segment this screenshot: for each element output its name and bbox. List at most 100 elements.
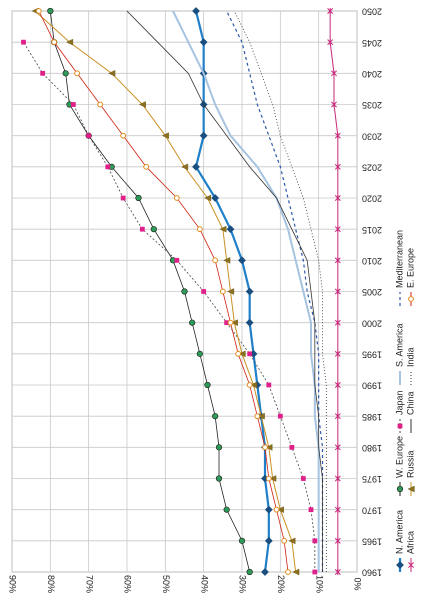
- legend-label: N. America: [394, 510, 404, 554]
- data-point-n-america: [245, 318, 254, 327]
- legend-label: Africa: [405, 531, 415, 554]
- data-point-africa: [331, 101, 337, 108]
- legend-item-n-america: N. America: [394, 510, 404, 572]
- y-tick-label: 90%: [8, 575, 18, 593]
- data-point-russia: [223, 257, 231, 264]
- legend-item-africa: Africa: [405, 531, 415, 572]
- data-point-russia: [250, 381, 258, 389]
- data-point-w-europe: [246, 568, 253, 576]
- data-point-africa: [334, 569, 341, 575]
- x-tick-label: 2045: [362, 38, 382, 48]
- series-line-s-america: [172, 10, 320, 572]
- plot-area: 1960 1965 1970 1975 1980 1985 1990 1995 2000 2005…: [8, 7, 382, 593]
- data-point-africa: [334, 382, 341, 388]
- legend-label: W. Europe: [394, 436, 404, 478]
- data-point-russia: [161, 132, 169, 139]
- legend: N. America W. Europe Japan S. America Medite…: [394, 230, 415, 572]
- data-point-africa: [334, 195, 341, 201]
- series-line-mediterranean: [226, 10, 324, 572]
- data-point-w-europe: [238, 537, 246, 544]
- data-point-africa: [334, 444, 341, 451]
- x-tick-label: 2035: [362, 100, 382, 110]
- data-point-japan: [266, 382, 272, 388]
- data-point-japan: [201, 289, 207, 294]
- legend-marker: [396, 485, 404, 493]
- data-point-japan: [70, 102, 76, 107]
- data-point-japan: [86, 133, 92, 139]
- legend-item-china: China: [405, 391, 415, 433]
- legend-marker: [408, 296, 414, 302]
- legend-label: Russia: [405, 450, 415, 478]
- legend-marker: [407, 485, 415, 493]
- legend-item-mediterranean: Mediterranean: [394, 230, 404, 306]
- data-point-e-europe: [74, 70, 81, 77]
- data-point-russia: [288, 537, 296, 545]
- data-point-e-europe: [143, 163, 150, 170]
- data-point-w-europe: [196, 350, 203, 357]
- data-point-n-america: [192, 162, 200, 171]
- legend-label: S. America: [394, 323, 404, 367]
- data-point-russia: [230, 319, 238, 326]
- data-point-africa: [334, 475, 341, 482]
- data-point-e-europe: [97, 101, 104, 108]
- data-point-japan: [247, 351, 253, 357]
- data-point-e-europe: [285, 569, 291, 575]
- legend-label: India: [405, 347, 415, 367]
- data-point-africa: [334, 506, 341, 513]
- data-point-africa: [331, 70, 337, 77]
- x-tick-label: 1980: [362, 443, 382, 453]
- data-point-japan: [312, 538, 318, 544]
- x-tick-label: 2040: [362, 69, 382, 79]
- data-point-japan: [308, 507, 314, 513]
- data-point-w-europe: [223, 506, 230, 513]
- x-tick-label: 2005: [362, 287, 382, 297]
- x-tick-label: 1975: [362, 474, 382, 484]
- data-point-africa: [327, 8, 334, 14]
- legend-label: Mediterranean: [394, 230, 404, 288]
- data-point-africa: [327, 39, 334, 46]
- data-point-russia: [204, 194, 212, 202]
- data-point-japan: [289, 444, 295, 450]
- data-point-japan: [120, 195, 126, 201]
- data-point-n-america: [211, 194, 220, 202]
- x-tick-label: 1965: [362, 536, 382, 546]
- series-line-japan: [23, 41, 316, 572]
- data-point-w-europe: [215, 444, 223, 451]
- data-point-e-europe: [35, 8, 42, 14]
- data-point-e-europe: [196, 226, 203, 233]
- data-point-n-america: [192, 7, 200, 15]
- x-tick-label: 2025: [362, 162, 382, 172]
- data-point-japan: [40, 70, 46, 76]
- x-tick-label: 2010: [362, 256, 382, 266]
- data-point-africa: [334, 257, 341, 264]
- x-tick-label: 1985: [362, 412, 382, 422]
- data-point-japan: [139, 226, 145, 232]
- legend-marker: [397, 423, 403, 429]
- data-point-n-america: [264, 505, 273, 514]
- data-point-africa: [334, 350, 341, 357]
- legend-item-e-europe: E. Europe: [405, 248, 415, 306]
- legend-item-japan: Japan: [394, 390, 404, 433]
- data-point-w-europe: [189, 319, 196, 326]
- data-point-e-europe: [51, 39, 58, 46]
- data-point-n-america: [199, 131, 208, 140]
- y-tick-label: 10%: [314, 575, 324, 593]
- data-point-russia: [269, 475, 277, 482]
- legend-item-w-europe: W. Europe: [394, 436, 404, 496]
- data-point-japan: [224, 320, 230, 326]
- data-point-russia: [292, 568, 300, 576]
- data-point-n-america: [245, 287, 254, 296]
- data-point-japan: [21, 39, 26, 45]
- data-point-russia: [257, 412, 265, 420]
- data-point-w-europe: [212, 413, 219, 420]
- data-point-africa: [334, 288, 341, 295]
- x-tick-label: 2030: [362, 131, 382, 141]
- data-point-russia: [238, 350, 246, 358]
- data-point-africa: [334, 163, 341, 170]
- x-tick-label: 1960: [362, 568, 382, 578]
- x-tick-label: 1990: [362, 381, 382, 391]
- data-point-n-america: [238, 256, 246, 265]
- series-line-india: [233, 10, 327, 572]
- legend-label: E. Europe: [405, 248, 415, 288]
- legend-item-s-america: S. America: [394, 323, 404, 385]
